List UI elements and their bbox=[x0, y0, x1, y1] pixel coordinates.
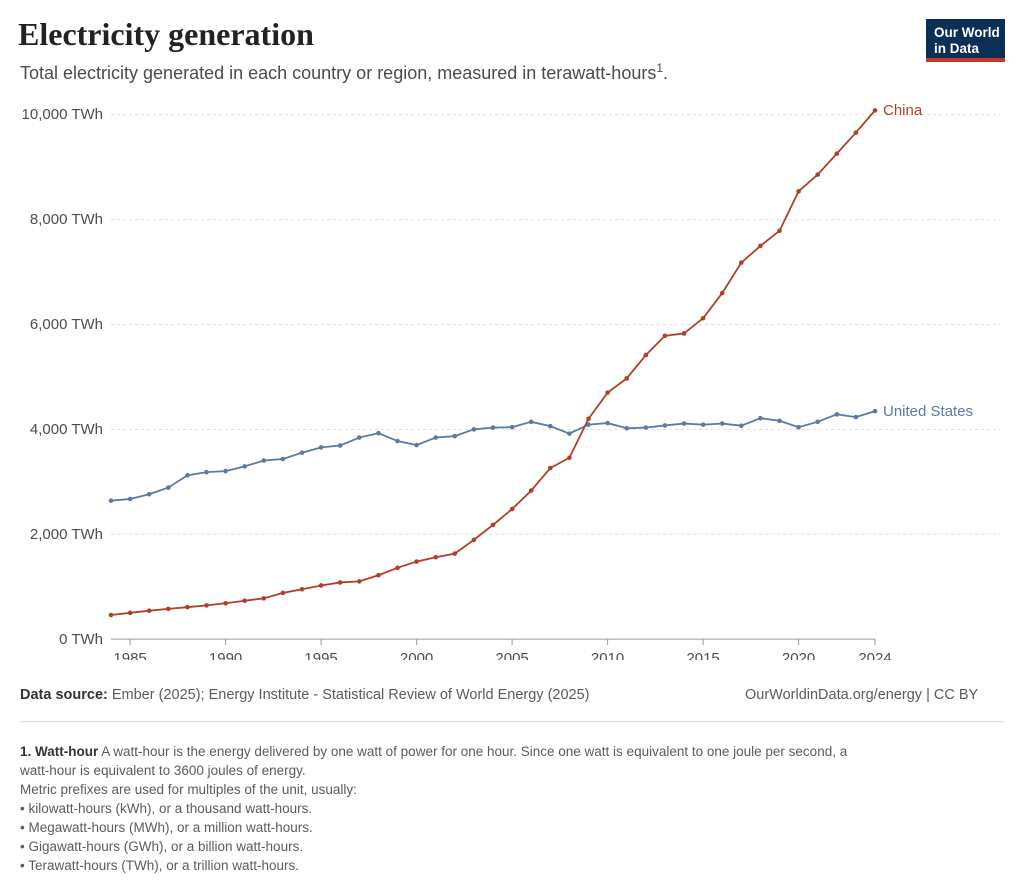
svg-text:4,000 TWh: 4,000 TWh bbox=[30, 421, 103, 438]
svg-text:China: China bbox=[883, 102, 923, 119]
svg-text:1985: 1985 bbox=[113, 650, 146, 660]
svg-text:2020: 2020 bbox=[782, 650, 815, 660]
svg-text:1990: 1990 bbox=[209, 650, 242, 660]
svg-text:2005: 2005 bbox=[495, 650, 528, 660]
svg-text:2000: 2000 bbox=[400, 650, 433, 660]
svg-text:2,000 TWh: 2,000 TWh bbox=[30, 526, 103, 543]
svg-text:1995: 1995 bbox=[304, 650, 337, 660]
svg-text:2024: 2024 bbox=[858, 650, 891, 660]
svg-text:2010: 2010 bbox=[591, 650, 624, 660]
svg-text:10,000 TWh: 10,000 TWh bbox=[22, 106, 103, 123]
svg-text:0 TWh: 0 TWh bbox=[59, 631, 103, 648]
svg-text:8,000 TWh: 8,000 TWh bbox=[30, 211, 103, 228]
svg-text:6,000 TWh: 6,000 TWh bbox=[30, 316, 103, 333]
svg-text:2015: 2015 bbox=[686, 650, 719, 660]
svg-text:United States: United States bbox=[883, 403, 973, 420]
